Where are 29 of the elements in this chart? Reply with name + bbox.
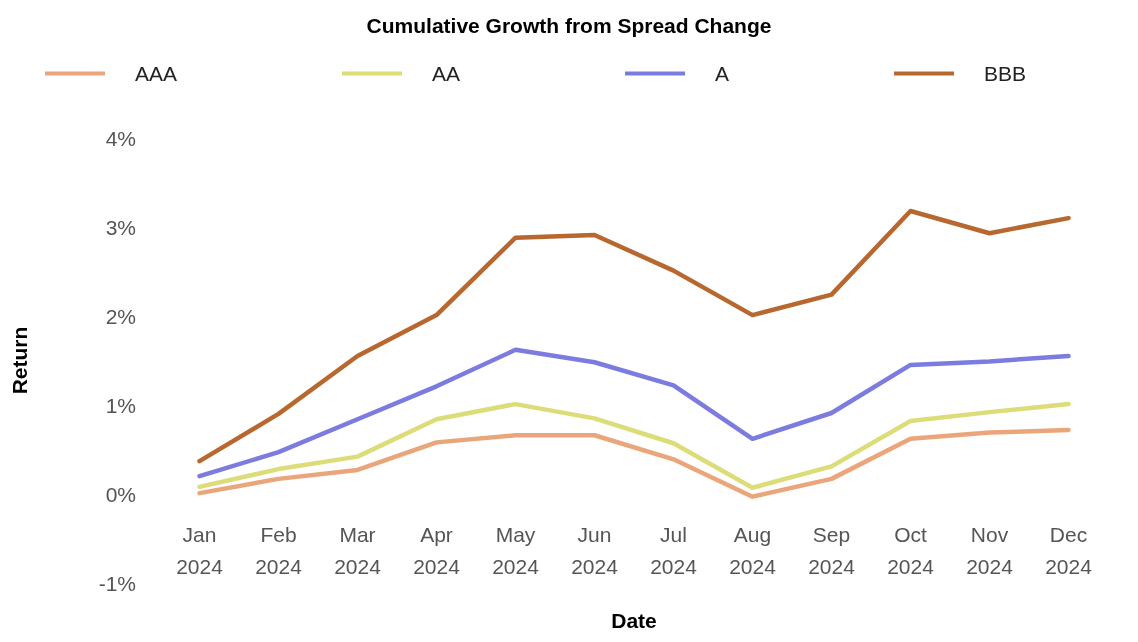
x-tick-label: Mar 2024 bbox=[334, 523, 382, 579]
x-tick-label: Oct 2024 bbox=[887, 523, 935, 579]
y-tick-label: 4% bbox=[105, 126, 136, 150]
x-tick-label: Nov 2024 bbox=[966, 523, 1014, 579]
x-tick-label: Dec 2024 bbox=[1045, 523, 1093, 579]
x-tick-label: Jun 2024 bbox=[571, 523, 619, 579]
y-tick-label: 0% bbox=[105, 482, 136, 506]
x-tick-label: Aug 2024 bbox=[729, 523, 777, 579]
x-axis-title: Date bbox=[611, 608, 657, 632]
line-series bbox=[197, 208, 1071, 464]
y-tick-label: 1% bbox=[105, 393, 136, 417]
legend-label: AA bbox=[432, 62, 461, 85]
y-tick-label: -1% bbox=[98, 571, 136, 595]
x-tick-label: Jul 2024 bbox=[650, 523, 698, 579]
x-tick-label: Feb 2024 bbox=[255, 523, 303, 579]
x-tick-label: Jan 2024 bbox=[176, 523, 224, 579]
legend-label: AAA bbox=[135, 62, 178, 85]
x-tick-label: May 2024 bbox=[492, 523, 540, 579]
legend-label: A bbox=[715, 62, 730, 85]
y-tick-label: 2% bbox=[105, 304, 136, 328]
line-series bbox=[197, 401, 1071, 491]
chart-title: Cumulative Growth from Spread Change bbox=[366, 14, 772, 37]
x-tick-label: Apr 2024 bbox=[413, 523, 461, 579]
legend-label: BBB bbox=[984, 62, 1027, 85]
x-tick-label: Sep 2024 bbox=[808, 523, 856, 579]
line-series bbox=[197, 347, 1071, 479]
y-axis-title: Return bbox=[8, 326, 31, 395]
y-tick-label: 3% bbox=[105, 215, 136, 239]
line-series bbox=[197, 427, 1071, 499]
